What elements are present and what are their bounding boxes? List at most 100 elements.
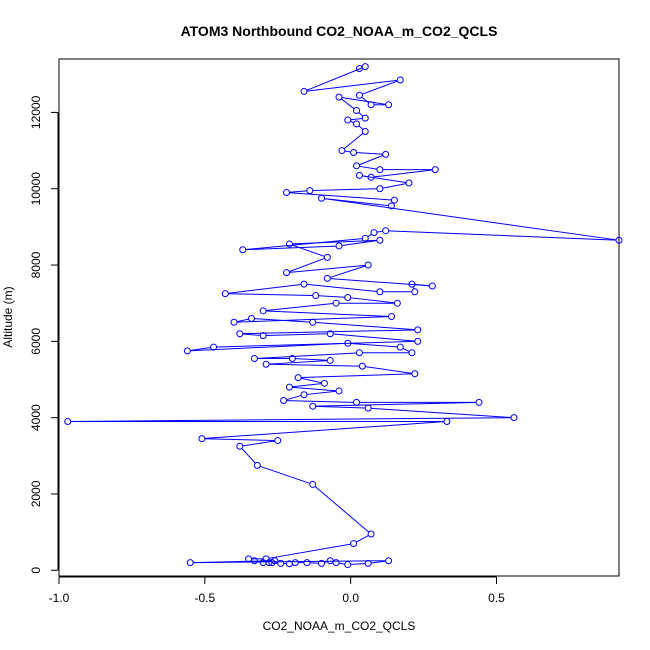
series-line-segment bbox=[257, 352, 357, 359]
series-line-segment bbox=[344, 150, 351, 153]
series-line-segment bbox=[365, 366, 412, 374]
data-point bbox=[376, 166, 384, 174]
data-point bbox=[323, 274, 331, 282]
series-line-segment bbox=[359, 165, 377, 170]
data-point bbox=[294, 374, 302, 382]
series-line-segment bbox=[402, 347, 410, 352]
y-tick-label: 8000 bbox=[29, 251, 43, 278]
y-tick-label: 12000 bbox=[29, 95, 43, 129]
data-point bbox=[382, 227, 390, 235]
x-tick-label: 0.5 bbox=[488, 591, 505, 605]
data-point bbox=[443, 417, 451, 425]
data-point bbox=[396, 76, 404, 84]
series-line-segment bbox=[314, 485, 370, 533]
data-point bbox=[353, 162, 360, 170]
data-point bbox=[335, 93, 343, 101]
chart-title: ATOM3 Northbound CO2_NOAA_m_CO2_QCLS bbox=[181, 23, 498, 39]
series-line-segment bbox=[367, 233, 372, 238]
y-tick-label: 4000 bbox=[29, 404, 43, 431]
data-point bbox=[353, 398, 360, 406]
data-point bbox=[291, 559, 299, 567]
series-line-segment bbox=[289, 192, 392, 201]
data-point bbox=[309, 318, 317, 326]
series-line-segment bbox=[268, 543, 351, 559]
data-point bbox=[283, 269, 290, 277]
data-point bbox=[475, 398, 483, 406]
data-point bbox=[230, 318, 238, 326]
series-line-segment bbox=[301, 373, 412, 378]
series-line-segment bbox=[341, 240, 377, 247]
data-point bbox=[344, 116, 352, 124]
series-line-segment bbox=[362, 175, 407, 184]
series-line-segment bbox=[343, 133, 364, 150]
series-line-segment bbox=[312, 188, 377, 192]
series-line-segment bbox=[228, 283, 302, 294]
data-point bbox=[64, 417, 72, 425]
data-point bbox=[388, 313, 395, 321]
series-line-segment bbox=[382, 183, 407, 189]
series-line-segment bbox=[292, 386, 337, 392]
series-line-segment bbox=[228, 293, 313, 296]
series-line-segment bbox=[350, 297, 395, 304]
series-line-segment bbox=[350, 342, 398, 348]
series-line-segment bbox=[216, 340, 415, 348]
data-point bbox=[300, 391, 308, 399]
data-point bbox=[300, 87, 308, 95]
data-point bbox=[405, 179, 413, 187]
y-tick-label: 6000 bbox=[29, 328, 43, 355]
series-line-segment bbox=[324, 198, 617, 241]
series-line-segment bbox=[193, 560, 272, 564]
data-point bbox=[396, 343, 404, 351]
series-line-segment bbox=[306, 79, 398, 92]
data-point bbox=[355, 91, 363, 99]
data-point bbox=[303, 559, 311, 567]
data-point bbox=[408, 280, 416, 288]
data-point bbox=[326, 356, 334, 364]
data-point bbox=[414, 326, 422, 334]
data-point bbox=[335, 387, 343, 395]
y-axis: 0 2000 4000 6000 8000 10000 12000 bbox=[29, 95, 59, 574]
series-line-segment bbox=[330, 265, 366, 278]
data-point bbox=[388, 202, 395, 210]
series-line-segment bbox=[350, 117, 363, 121]
data-point bbox=[318, 559, 325, 567]
data-point bbox=[390, 196, 398, 204]
data-point bbox=[364, 404, 372, 412]
data-point bbox=[239, 246, 247, 254]
series-line-segment bbox=[292, 239, 377, 245]
series-line-segment bbox=[292, 383, 322, 388]
series-line-segment bbox=[289, 264, 366, 273]
data-point bbox=[312, 292, 320, 300]
data-point bbox=[277, 559, 285, 567]
series-line-segment bbox=[318, 295, 345, 298]
data-point bbox=[344, 293, 352, 301]
data-point bbox=[236, 330, 244, 338]
series-line-segment bbox=[359, 155, 384, 166]
data-point bbox=[350, 540, 358, 548]
series-line-segment bbox=[350, 120, 354, 124]
data-point bbox=[300, 280, 308, 288]
data-lines bbox=[70, 67, 617, 565]
data-point bbox=[318, 194, 325, 202]
series-line-segment bbox=[254, 318, 310, 323]
data-point bbox=[361, 234, 369, 242]
data-point bbox=[355, 349, 363, 357]
data-point bbox=[367, 101, 375, 109]
data-point bbox=[326, 330, 334, 338]
series-line-segment bbox=[266, 333, 328, 337]
data-point bbox=[332, 299, 340, 307]
series-line-segment bbox=[245, 238, 363, 250]
x-axis: -1.0 -0.5 0.0 0.5 bbox=[49, 576, 505, 605]
data-point bbox=[198, 435, 206, 443]
data-point bbox=[376, 185, 384, 193]
data-point bbox=[364, 261, 372, 269]
y-tick-label: 2000 bbox=[29, 480, 43, 507]
data-point bbox=[323, 253, 331, 261]
data-point bbox=[385, 557, 393, 565]
series-line-segment bbox=[374, 169, 433, 178]
x-axis-label: CO2_NOAA_m_CO2_QCLS bbox=[263, 619, 416, 633]
data-point bbox=[382, 150, 390, 158]
series-line-segment bbox=[371, 407, 512, 418]
series-line-segment bbox=[315, 405, 366, 409]
series-line-segment bbox=[292, 244, 325, 257]
